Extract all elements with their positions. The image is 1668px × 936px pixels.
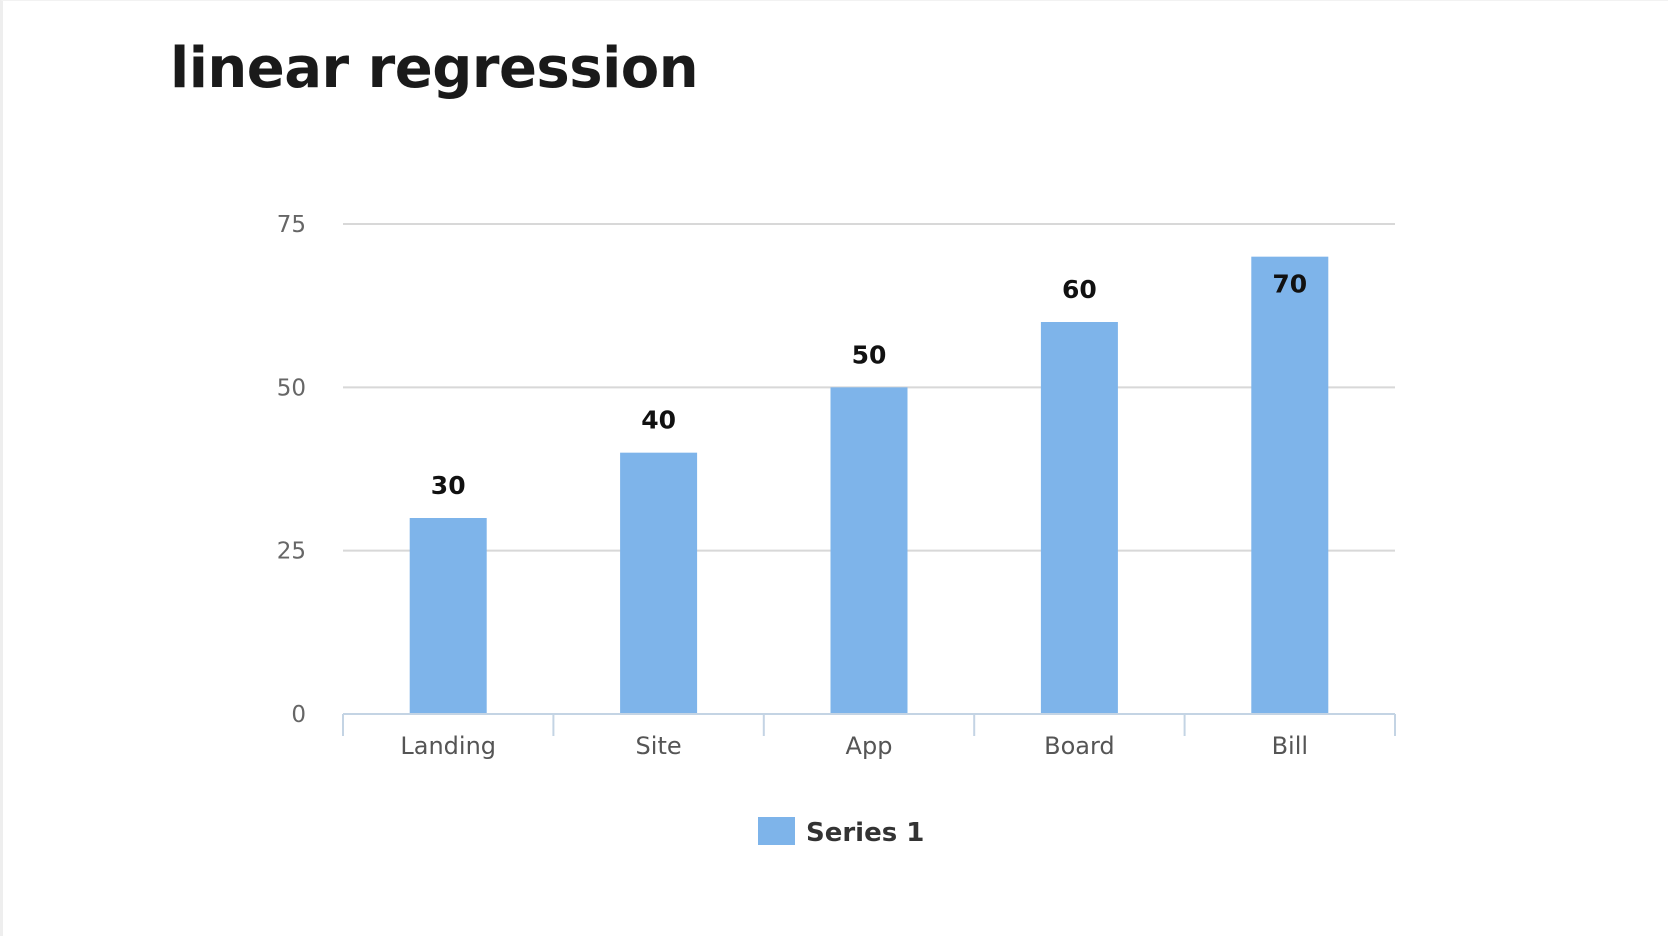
x-category-label: Site: [636, 732, 682, 760]
bar-app[interactable]: [830, 387, 908, 714]
x-category-label: Bill: [1272, 732, 1308, 760]
data-labels: 30 40 50 60 70: [431, 270, 1307, 500]
data-label: 60: [1062, 275, 1097, 304]
bar-board[interactable]: [1040, 322, 1118, 714]
y-tick-label: 75: [277, 212, 306, 238]
x-axis: Landing Site App Board Bill: [342, 713, 1396, 760]
y-tick-label: 0: [291, 702, 306, 728]
y-axis-ticks: 0 25 50 75: [277, 212, 306, 728]
data-label: 70: [1272, 270, 1307, 299]
y-tick-label: 25: [277, 539, 306, 565]
bar-bill[interactable]: [1251, 256, 1329, 714]
bar-landing[interactable]: [409, 518, 487, 714]
legend-swatch: [758, 817, 795, 845]
x-category-label: Landing: [400, 732, 496, 760]
legend[interactable]: Series 1: [758, 817, 924, 848]
page-title: linear regression: [170, 36, 699, 101]
data-label: 30: [431, 471, 466, 500]
bar-site[interactable]: [620, 452, 698, 714]
bars: [409, 256, 1329, 714]
legend-label: Series 1: [806, 818, 924, 848]
data-label: 40: [641, 406, 676, 435]
x-category-label: App: [846, 732, 893, 760]
data-label: 50: [852, 340, 887, 369]
y-tick-label: 50: [277, 375, 306, 401]
x-category-label: Board: [1044, 732, 1115, 760]
